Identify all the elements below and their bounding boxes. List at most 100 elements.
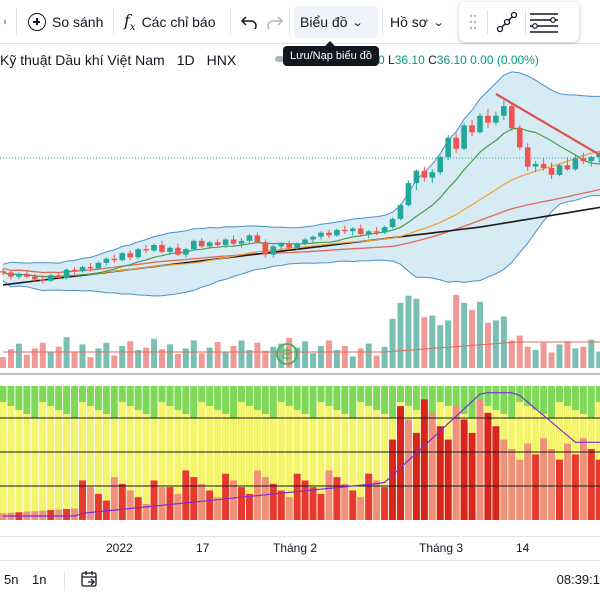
oscillator-bar bbox=[452, 386, 460, 411]
candle bbox=[127, 250, 133, 261]
oscillator-bar bbox=[325, 470, 333, 520]
volume-bar bbox=[79, 344, 86, 368]
exchange-label: HNX bbox=[206, 52, 237, 68]
dividend-marker-icon[interactable] bbox=[276, 343, 298, 365]
oscillator-bar bbox=[444, 386, 452, 407]
profile-button[interactable]: Hồ sơ ⌄ bbox=[384, 6, 449, 38]
oscillator-bar bbox=[71, 418, 79, 520]
close-value: 36.10 bbox=[436, 53, 467, 67]
volume-bar bbox=[71, 352, 78, 368]
candle bbox=[119, 251, 126, 262]
oscillator-bar bbox=[39, 386, 47, 403]
range-1d-button[interactable]: 1n bbox=[32, 572, 47, 587]
oscillator-bar bbox=[516, 459, 524, 520]
time-label: 17 bbox=[196, 541, 210, 555]
oscillator-bar bbox=[373, 386, 381, 411]
oscillator-bar bbox=[476, 399, 484, 520]
profile-label: Hồ sơ bbox=[390, 14, 428, 30]
oscillator-bar bbox=[15, 410, 23, 520]
oscillator-bar bbox=[222, 473, 230, 520]
volume-bar bbox=[437, 325, 444, 368]
volume-bar bbox=[341, 346, 348, 368]
volume-bar bbox=[453, 294, 460, 368]
oscillator-bar bbox=[404, 386, 412, 407]
oscillator-bar bbox=[102, 500, 110, 520]
drag-handle-icon[interactable] bbox=[469, 14, 477, 35]
candle bbox=[286, 240, 292, 250]
oscillator-bar bbox=[7, 406, 15, 520]
candle bbox=[588, 155, 595, 167]
candle bbox=[461, 122, 467, 151]
volume-bar bbox=[159, 349, 165, 368]
volume-bar bbox=[445, 320, 452, 368]
oscillator-bar bbox=[500, 439, 508, 520]
bollinger-band-area bbox=[3, 71, 600, 296]
oscillator-bar bbox=[182, 470, 190, 520]
oscillator-pane bbox=[0, 386, 600, 520]
oscillator-bar bbox=[238, 487, 245, 520]
undo-button[interactable] bbox=[234, 6, 264, 38]
volume-bar bbox=[477, 302, 483, 368]
indicators-button[interactable]: fx Các chỉ báo bbox=[118, 6, 222, 38]
range-5d-button[interactable]: 5n bbox=[4, 572, 19, 587]
candle bbox=[214, 239, 221, 247]
oscillator-bar bbox=[245, 406, 253, 520]
oscillator-bar bbox=[198, 483, 206, 520]
volume-bar bbox=[596, 351, 600, 368]
volume-bar bbox=[389, 318, 396, 368]
oscillator-bar bbox=[412, 386, 420, 411]
oscillator-bar bbox=[373, 410, 381, 520]
chart-layout-button[interactable]: Biểu đồ ⌄ bbox=[294, 6, 378, 38]
volume-bar bbox=[23, 354, 30, 368]
oscillator-bar bbox=[230, 386, 238, 419]
trend-line-drawing[interactable] bbox=[495, 93, 600, 156]
volume-group bbox=[0, 294, 600, 368]
volume-bar bbox=[254, 342, 261, 368]
volume-bar bbox=[7, 349, 14, 368]
price-chart[interactable] bbox=[0, 44, 600, 536]
candle bbox=[47, 273, 54, 283]
time-axis[interactable]: 2022 17 Tháng 2 Tháng 3 14 bbox=[0, 536, 600, 558]
oscillator-bar bbox=[7, 386, 15, 407]
oscillator-bar bbox=[436, 386, 444, 403]
oscillator-bar bbox=[301, 414, 309, 520]
oscillator-bar bbox=[333, 410, 341, 520]
candle bbox=[556, 163, 563, 177]
candle bbox=[238, 238, 245, 248]
indicator-templates-icon[interactable] bbox=[0, 6, 12, 38]
oscillator-bar bbox=[317, 402, 325, 520]
oscillator-bar bbox=[277, 402, 285, 520]
oscillator-bar bbox=[412, 432, 420, 520]
oscillator-bar bbox=[142, 414, 150, 520]
oscillator-bar bbox=[86, 406, 94, 520]
oscillator-bar bbox=[94, 410, 102, 520]
volume-bar bbox=[500, 316, 507, 368]
oscillator-bar bbox=[595, 386, 600, 403]
oscillator-bar bbox=[214, 386, 222, 411]
redo-button[interactable] bbox=[260, 6, 290, 38]
oscillator-bar bbox=[349, 490, 357, 520]
candle bbox=[151, 243, 157, 252]
oscillator-bar bbox=[317, 386, 325, 403]
oscillator-bar bbox=[285, 406, 293, 520]
compare-button[interactable]: So sánh bbox=[22, 6, 109, 38]
oscillator-bar bbox=[277, 490, 285, 520]
trend-line-tool-icon[interactable] bbox=[495, 10, 519, 39]
line-style-settings-icon[interactable] bbox=[529, 12, 559, 39]
interval-label: 1D bbox=[176, 52, 195, 68]
oscillator-bar bbox=[245, 493, 253, 520]
candle bbox=[143, 245, 149, 254]
oscillator-bar bbox=[206, 386, 214, 407]
chevron-down-icon: ⌄ bbox=[432, 16, 445, 29]
volume-bar bbox=[246, 350, 253, 368]
symbol-name: Kỹ thuật Dầu khí Việt Nam bbox=[0, 52, 165, 68]
volume-bar bbox=[302, 341, 309, 368]
oscillator-bar bbox=[293, 410, 301, 520]
oscillator-bar bbox=[579, 438, 587, 520]
oscillator-bar bbox=[230, 418, 238, 520]
goto-date-icon[interactable] bbox=[80, 570, 98, 591]
symbol-legend[interactable]: Kỹ thuật Dầu khí Việt Nam 1D HNX bbox=[0, 50, 236, 70]
oscillator-bar bbox=[158, 386, 166, 403]
compare-label: So sánh bbox=[52, 14, 104, 30]
oscillator-bar bbox=[222, 386, 230, 415]
